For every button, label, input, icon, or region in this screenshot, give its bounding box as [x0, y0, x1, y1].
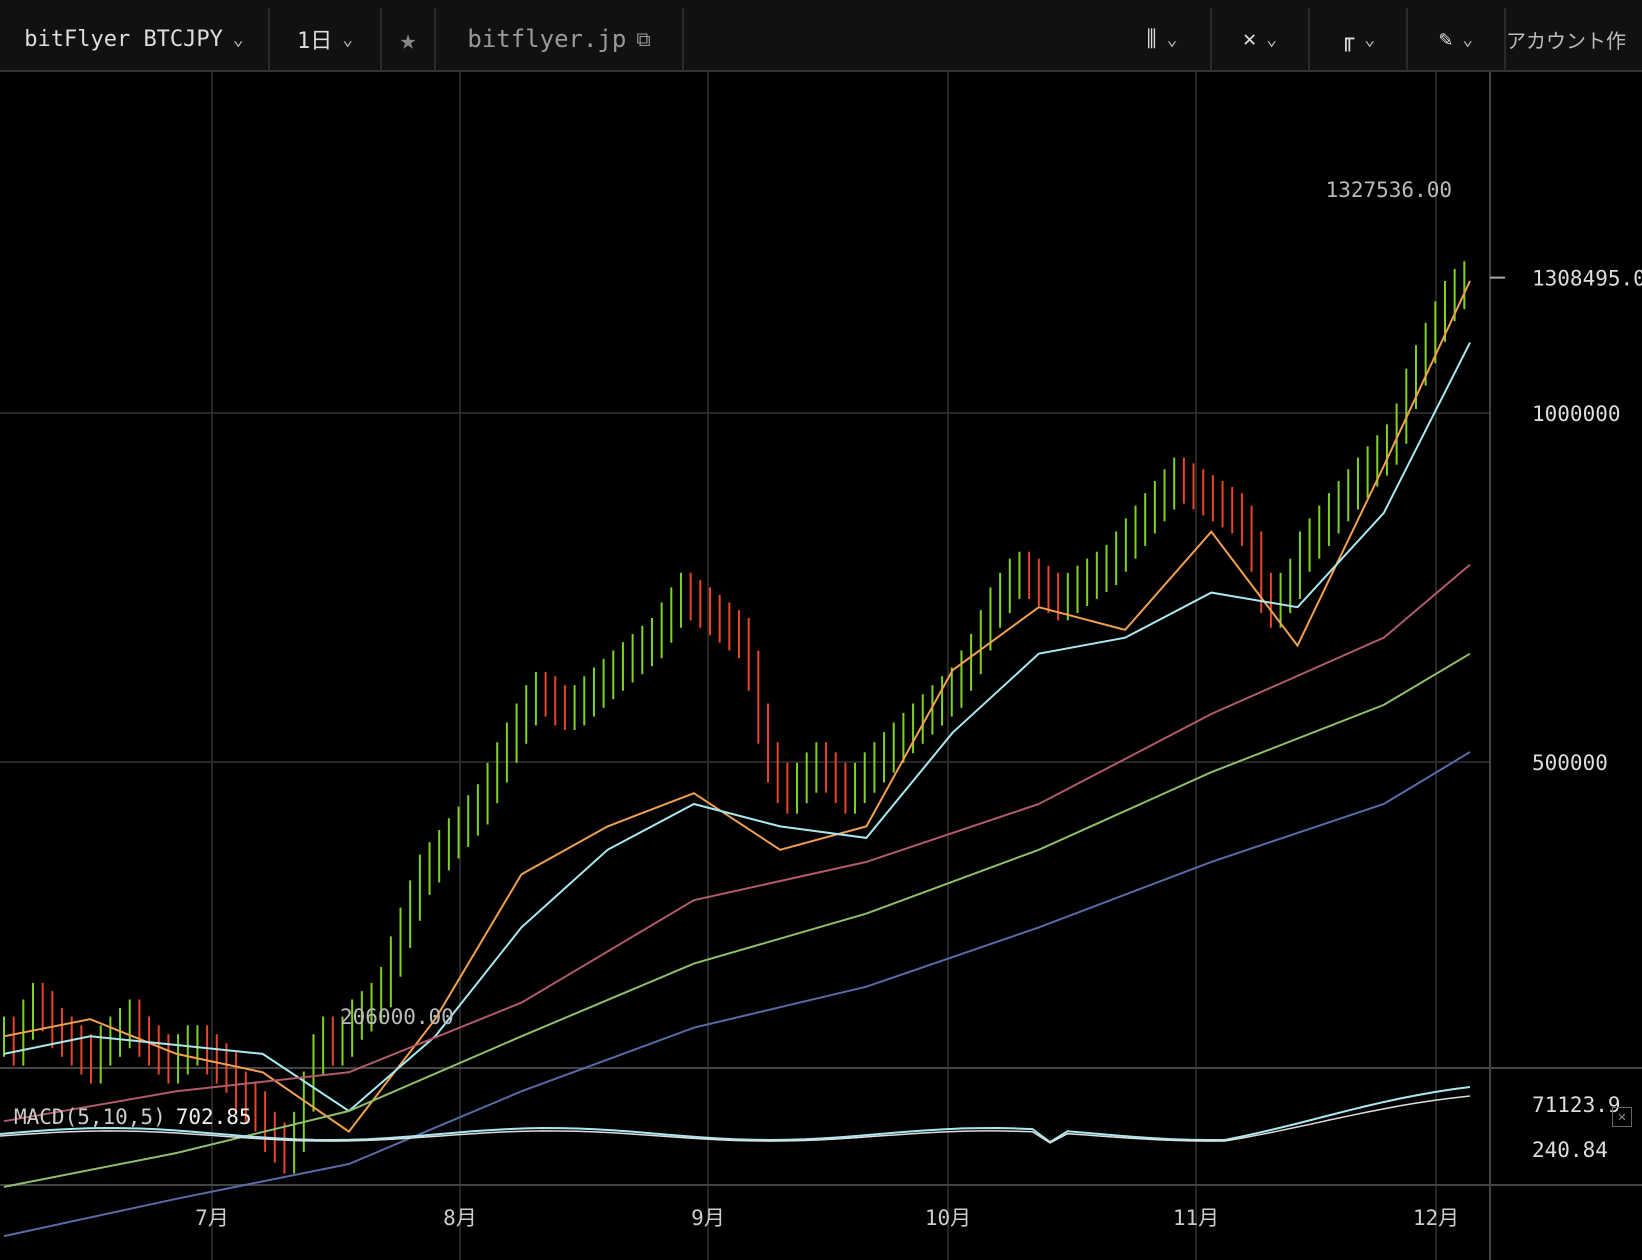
interval-label: 1日	[296, 29, 333, 54]
high-annotation: 1327536.00	[1326, 178, 1452, 202]
interval-selector[interactable]: 1日 ⌄	[270, 8, 382, 70]
x-tick-label: 8月	[443, 1206, 477, 1230]
macd-axis-bottom: 240.84	[1532, 1138, 1608, 1162]
chevron-down-icon: ⌄	[1266, 28, 1278, 50]
compare-button[interactable]: ╓ ⌄	[1310, 8, 1408, 70]
ma-line	[3, 751, 1471, 1238]
ma-line	[3, 342, 1471, 1113]
indicators-button[interactable]: ✕ ⌄	[1212, 8, 1310, 70]
x-tick-label: 10月	[925, 1206, 971, 1230]
macd-value: 702.85	[175, 1105, 252, 1129]
chevron-down-icon: ⌄	[1462, 28, 1474, 50]
macd-line	[0, 1086, 1471, 1144]
candles-icon: ⫼	[1146, 26, 1157, 52]
chevron-down-icon: ⌄	[342, 28, 354, 50]
last-price-label: 1308495.0	[1532, 267, 1642, 291]
steps-icon: ╓	[1340, 26, 1355, 52]
x-tick-label: 11月	[1173, 1206, 1219, 1230]
url-text: bitflyer.jp	[467, 25, 627, 53]
chart-toolbar: bitFlyer BTCJPY ⌄ 1日 ⌄ ★ bitflyer.jp ⧉ ⫼…	[0, 0, 1642, 72]
symbol-selector[interactable]: bitFlyer BTCJPY ⌄	[0, 8, 270, 70]
url-link[interactable]: bitflyer.jp ⧉	[436, 8, 684, 70]
low-annotation: 206000.00	[340, 1005, 454, 1029]
indicator-icon: ✕	[1242, 26, 1257, 52]
x-tick-label: 9月	[691, 1206, 725, 1230]
pencil-icon: ✎	[1438, 26, 1453, 52]
close-icon[interactable]: ✕	[1612, 1107, 1632, 1127]
macd-legend: MACD(5,10,5) 702.85	[14, 1105, 252, 1129]
chevron-down-icon: ⌄	[1364, 28, 1376, 50]
macd-signal-line	[0, 1095, 1471, 1144]
account-link[interactable]: アカウント作	[1506, 8, 1642, 70]
symbol-label: bitFlyer BTCJPY	[24, 26, 223, 52]
y-tick-label: 1000000	[1532, 402, 1621, 426]
star-icon[interactable]: ★	[382, 8, 436, 70]
chevron-down-icon: ⌄	[232, 28, 244, 50]
x-tick-label: 12月	[1413, 1206, 1459, 1230]
macd-axis-top: 71123.9	[1532, 1093, 1621, 1117]
chart-type-button[interactable]: ⫼ ⌄	[1114, 8, 1212, 70]
account-text: アカウント作	[1506, 28, 1626, 53]
x-tick-label: 7月	[195, 1206, 229, 1230]
ma-line	[3, 652, 1471, 1188]
ma-line	[3, 280, 1471, 1133]
y-tick-label: 500000	[1532, 751, 1608, 775]
macd-label-text: MACD(5,10,5)	[14, 1105, 166, 1129]
popout-icon: ⧉	[636, 27, 651, 51]
chevron-down-icon: ⌄	[1166, 28, 1178, 50]
ma-line	[3, 563, 1471, 1123]
drawing-button[interactable]: ✎ ⌄	[1408, 8, 1506, 70]
price-chart[interactable]: 7月 8月 9月 10月 11月 12月 500000 1000000 1308495.0 132…	[0, 72, 1642, 1260]
